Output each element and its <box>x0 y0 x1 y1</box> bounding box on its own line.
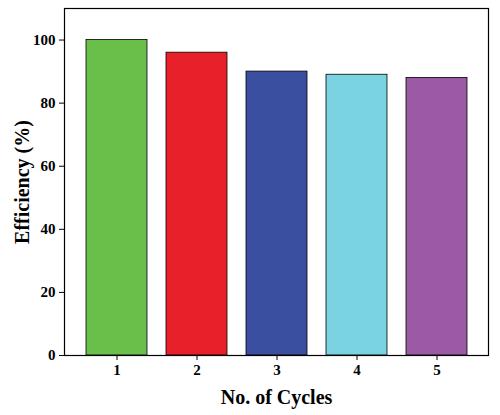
svg-text:80: 80 <box>41 95 56 111</box>
svg-text:60: 60 <box>41 158 56 174</box>
svg-text:0: 0 <box>48 347 56 363</box>
svg-text:20: 20 <box>41 284 56 300</box>
svg-text:4: 4 <box>353 362 361 378</box>
svg-text:2: 2 <box>193 362 201 378</box>
svg-text:1: 1 <box>113 362 121 378</box>
svg-text:5: 5 <box>433 362 441 378</box>
svg-text:Efficiency (%): Efficiency (%) <box>11 120 34 244</box>
svg-text:3: 3 <box>273 362 281 378</box>
svg-text:40: 40 <box>41 221 56 237</box>
svg-text:100: 100 <box>33 32 56 48</box>
svg-text:No. of Cycles: No. of Cycles <box>221 386 333 409</box>
